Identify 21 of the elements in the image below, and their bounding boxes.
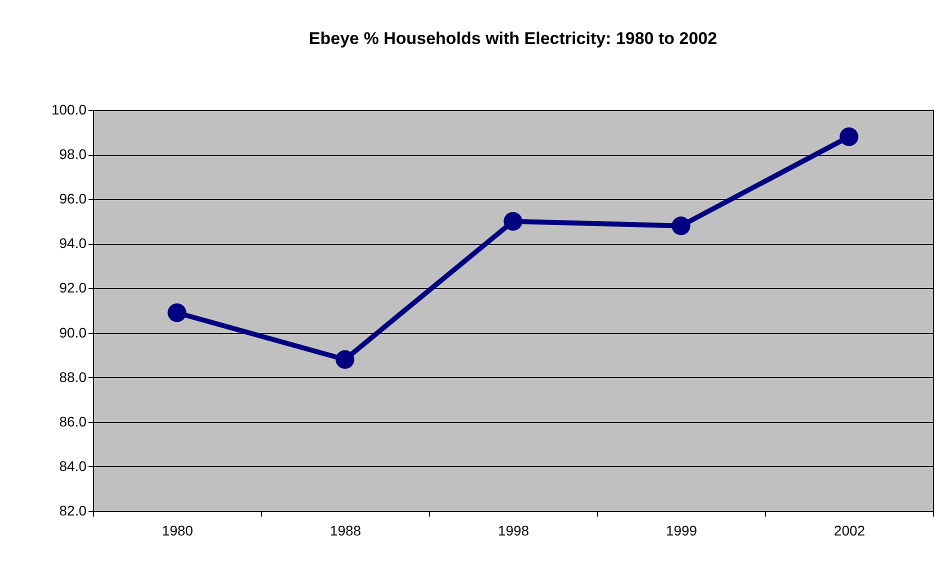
y-tick-label: 84.0 <box>59 458 87 474</box>
y-tick-label: 86.0 <box>59 413 87 430</box>
y-tick-label: 82.0 <box>59 502 87 518</box>
x-tick-label: 1980 <box>162 522 194 538</box>
x-tick-label: 1999 <box>666 522 698 538</box>
y-tick-label: 88.0 <box>59 368 87 385</box>
x-tick-label: 1998 <box>498 522 530 538</box>
y-tick-label: 96.0 <box>59 190 87 207</box>
y-tick-label: 92.0 <box>59 280 87 296</box>
point <box>840 127 858 146</box>
y-tick-label: 94.0 <box>59 235 87 252</box>
x-tick-label: 2002 <box>834 522 866 538</box>
point <box>168 303 186 322</box>
point <box>504 212 522 231</box>
y-tick-label: 100.0 <box>51 102 87 118</box>
point <box>336 350 354 369</box>
x-tick-label: 1988 <box>330 522 362 538</box>
chart-title: Ebeye % Households with Electricity: 1980 to 2002 <box>308 29 718 48</box>
y-tick-label: 98.0 <box>59 146 87 162</box>
y-tick-label: 90.0 <box>59 324 87 340</box>
point <box>672 216 690 236</box>
